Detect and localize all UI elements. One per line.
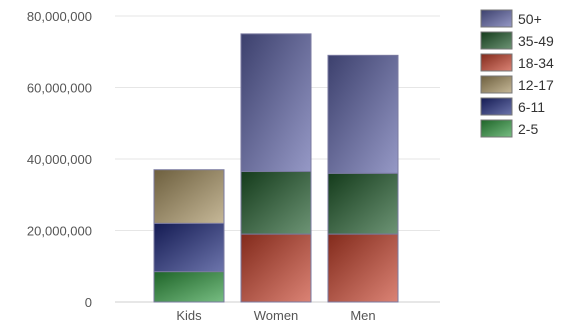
- legend-swatch-50plus: [480, 9, 513, 28]
- bar-kids-6-11: [153, 222, 225, 273]
- legend-label-2-5: 2-5: [518, 121, 538, 137]
- legend-swatch-35-49: [480, 31, 513, 50]
- bar-kids-12-17: [153, 169, 225, 224]
- bar-women-50plus: [240, 33, 312, 173]
- x-tick-label: Women: [254, 308, 299, 323]
- x-axis-ticks: Kids Women Men: [176, 308, 375, 323]
- y-tick-label: 20,000,000: [27, 224, 92, 239]
- y-tick-label: 40,000,000: [27, 152, 92, 167]
- x-tick-label: Kids: [176, 308, 202, 323]
- y-tick-label: 60,000,000: [27, 81, 92, 96]
- bar-men-35-49: [327, 172, 399, 235]
- legend-swatch-12-17: [480, 75, 513, 94]
- bar-kids-2-5: [153, 271, 225, 303]
- legend-swatch-2-5: [480, 119, 513, 138]
- legend-label-50plus: 50+: [518, 11, 542, 27]
- bar-men-50plus: [327, 54, 399, 174]
- legend-label-12-17: 12-17: [518, 77, 554, 93]
- bars: [153, 33, 399, 303]
- bar-women-35-49: [240, 171, 312, 235]
- y-tick-label: 0: [85, 295, 92, 310]
- legend-label-6-11: 6-11: [518, 99, 545, 115]
- legend-swatch-18-34: [480, 53, 513, 72]
- y-axis-ticks: 0 20,000,000 40,000,000 60,000,000 80,000,00…: [27, 9, 92, 310]
- y-tick-label: 80,000,000: [27, 9, 92, 24]
- legend-label-18-34: 18-34: [518, 55, 554, 71]
- legend-swatch-6-11: [480, 97, 513, 116]
- bar-men-18-34: [327, 233, 399, 303]
- legend-label-35-49: 35-49: [518, 33, 554, 49]
- legend: 50+ 35-49 18-34 12-17 6-11 2-5: [480, 9, 554, 138]
- x-tick-label: Men: [350, 308, 375, 323]
- bar-women-18-34: [240, 233, 312, 303]
